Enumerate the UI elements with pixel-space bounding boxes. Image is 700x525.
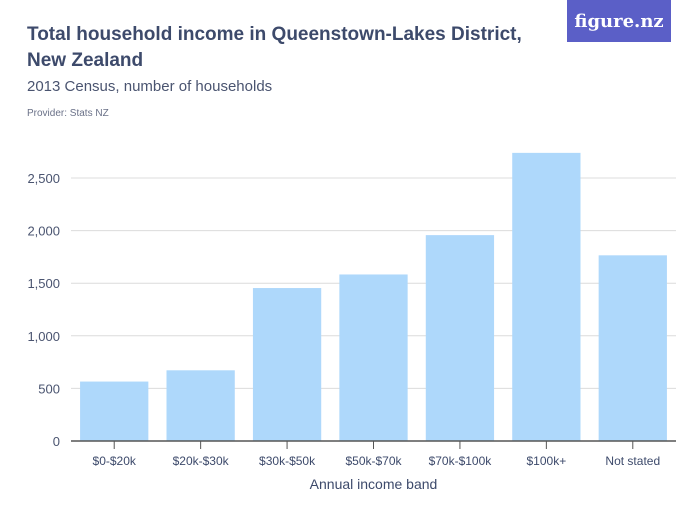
y-tick-label: 2,000 bbox=[27, 224, 60, 239]
x-tick-label: Not stated bbox=[605, 454, 660, 468]
provider-label: Provider: Stats NZ bbox=[27, 108, 109, 119]
x-tick-label: $50k-$70k bbox=[345, 454, 402, 468]
bar bbox=[598, 255, 667, 441]
x-tick-label: $70k-$100k bbox=[429, 454, 493, 468]
x-tick-label: $0-$20k bbox=[93, 454, 137, 468]
x-tick-label: $100k+ bbox=[527, 454, 567, 468]
bar bbox=[166, 370, 235, 441]
x-axis-label: Annual income band bbox=[310, 476, 438, 492]
chart-subtitle: 2013 Census, number of households bbox=[27, 78, 273, 95]
y-tick-label: 500 bbox=[38, 381, 60, 396]
bar bbox=[512, 152, 581, 442]
y-tick-label: 2,500 bbox=[27, 171, 60, 186]
bar bbox=[80, 381, 149, 441]
x-tick-label: $30k-$50k bbox=[259, 454, 316, 468]
bar bbox=[425, 235, 495, 441]
y-tick-label: 0 bbox=[53, 434, 60, 449]
figure-nz-logo[interactable]: figure.nz bbox=[567, 0, 671, 42]
y-tick-label: 1,000 bbox=[27, 329, 60, 344]
y-tick-label: 1,500 bbox=[27, 276, 60, 291]
x-tick-label: $20k-$30k bbox=[173, 454, 230, 468]
bar bbox=[252, 288, 322, 441]
bar bbox=[339, 274, 408, 441]
chart-title: Total household income in Queenstown-Lak… bbox=[27, 24, 522, 71]
